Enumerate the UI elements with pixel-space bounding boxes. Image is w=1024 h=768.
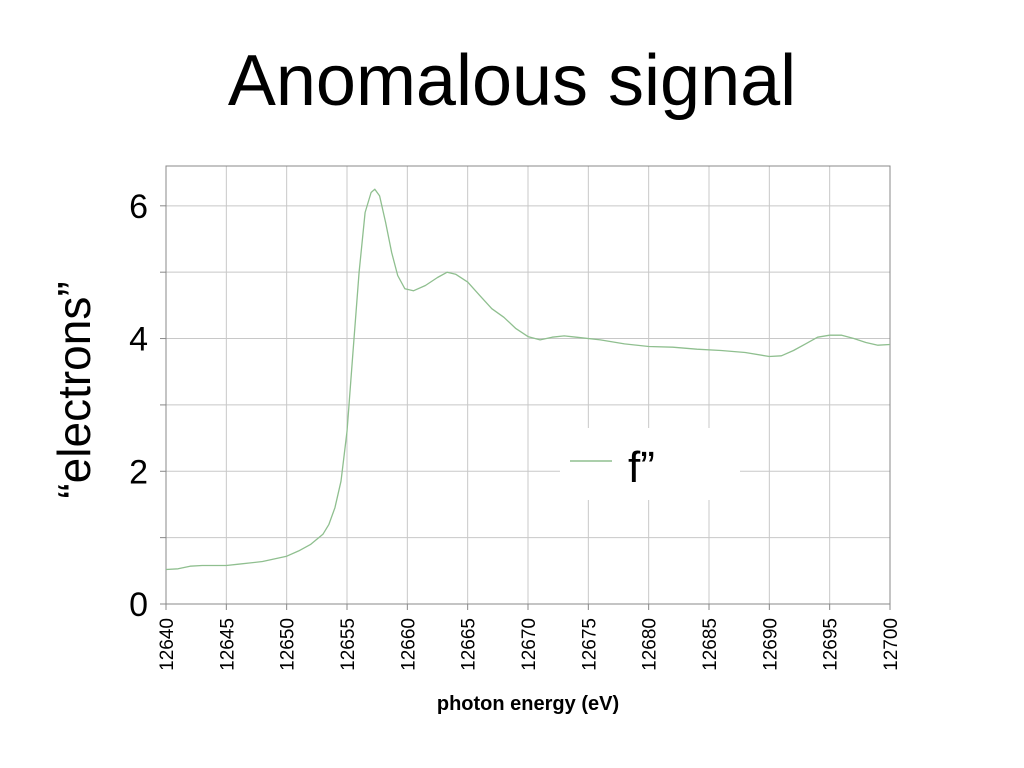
- vertical-gridlines: [165, 166, 891, 604]
- legend-box: [560, 428, 740, 500]
- x-tick-label: 12685: [700, 618, 721, 671]
- x-tick-label: 12655: [338, 618, 359, 671]
- y-axis-title: “electrons”: [48, 281, 100, 498]
- x-axis-tick-marks: [165, 604, 891, 610]
- series-line-0: [165, 188, 891, 571]
- y-axis-tick-marks: [160, 205, 166, 605]
- slide-title: Anomalous signal: [227, 41, 797, 121]
- x-tick-label: 12695: [821, 618, 842, 671]
- y-tick-label: 4: [129, 321, 148, 359]
- x-tick-label: 12665: [459, 618, 480, 671]
- y-axis-tick-labels: 0 2 4 6: [129, 188, 148, 624]
- x-axis-title: photon energy (eV): [437, 693, 619, 715]
- x-tick-label: 12645: [217, 618, 238, 671]
- x-axis-tick-labels: 12640 12645 12650 12655 12660 12665 12670 12675…: [157, 618, 902, 671]
- x-tick-label: 12680: [640, 618, 661, 671]
- x-tick-label: 12660: [398, 618, 419, 671]
- y-tick-label: 0: [129, 586, 148, 624]
- x-tick-label: 12690: [760, 618, 781, 671]
- series-layer: [165, 188, 891, 571]
- x-tick-label: 12670: [519, 618, 540, 671]
- x-tick-label: 12700: [881, 618, 902, 671]
- x-tick-label: 12675: [579, 618, 600, 671]
- y-tick-label: 2: [129, 453, 148, 491]
- x-tick-label: 12650: [278, 618, 299, 671]
- x-tick-label: 12640: [157, 618, 178, 671]
- legend-label: f”: [628, 443, 655, 492]
- legend: f”: [560, 428, 740, 500]
- y-tick-label: 6: [129, 188, 148, 226]
